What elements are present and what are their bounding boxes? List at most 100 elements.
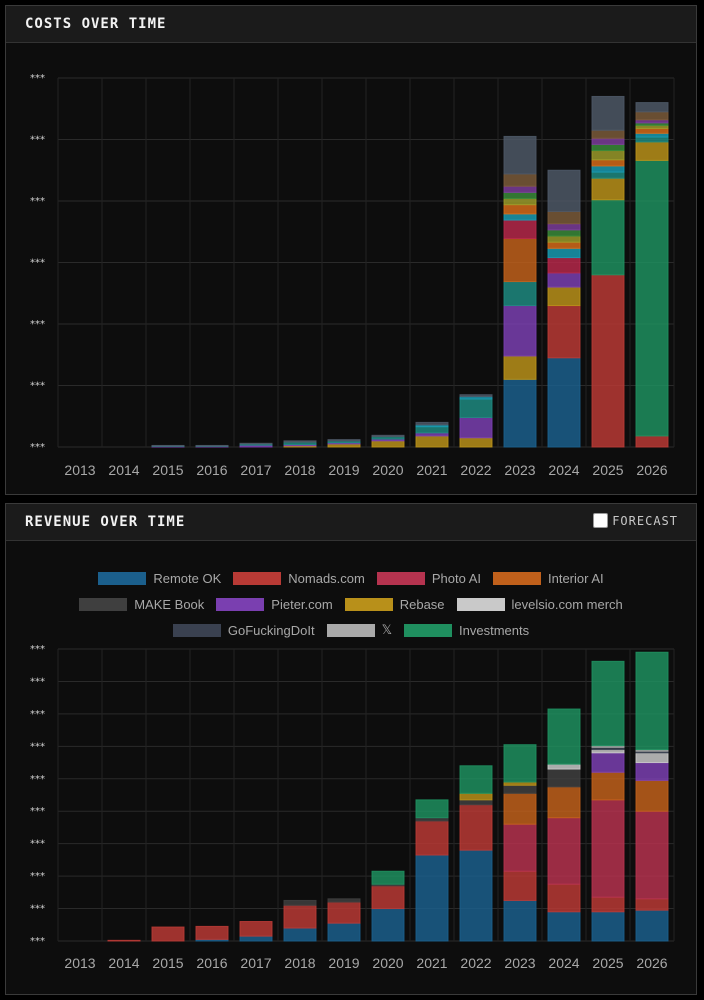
bar-segment[interactable]	[239, 921, 273, 937]
bar-segment[interactable]	[415, 799, 449, 819]
bar-segment[interactable]	[503, 870, 537, 901]
bar-segment[interactable]	[371, 870, 405, 885]
bar-segment[interactable]	[591, 660, 625, 747]
legend-item[interactable]: Pieter.com	[216, 597, 333, 612]
bar-segment[interactable]	[591, 129, 625, 139]
legend-item[interactable]: GoFuckingDoIt	[172, 623, 315, 638]
bar-segment[interactable]	[503, 238, 537, 283]
bar-segment[interactable]	[503, 355, 537, 380]
bar-segment[interactable]	[503, 792, 537, 825]
bar-segment[interactable]	[547, 763, 581, 770]
bar-segment[interactable]	[547, 786, 581, 819]
bar-segment[interactable]	[591, 143, 625, 152]
bar-segment[interactable]	[547, 257, 581, 274]
bar-segment[interactable]	[591, 177, 625, 201]
bar-segment[interactable]	[547, 286, 581, 307]
bar-segment[interactable]	[591, 799, 625, 898]
bar-segment[interactable]	[591, 95, 625, 131]
bar-segment[interactable]	[371, 434, 405, 438]
bar-segment[interactable]	[547, 210, 581, 225]
bar-segment[interactable]	[151, 444, 185, 447]
bar-segment[interactable]	[459, 416, 493, 439]
legend-item[interactable]: 𝕏	[326, 622, 392, 638]
bar-segment[interactable]	[547, 235, 581, 243]
bar-segment[interactable]	[547, 169, 581, 212]
bar-segment[interactable]	[547, 911, 581, 942]
bar-segment[interactable]	[547, 817, 581, 885]
bar-segment[interactable]	[635, 810, 669, 900]
bar-segment[interactable]	[503, 185, 537, 193]
bar-segment[interactable]	[503, 744, 537, 783]
bar-segment[interactable]	[635, 762, 669, 781]
bar-segment[interactable]	[503, 899, 537, 942]
bar-segment[interactable]	[635, 779, 669, 812]
bar-segment[interactable]	[635, 752, 669, 764]
bar-segment[interactable]	[151, 926, 185, 942]
bar-segment[interactable]	[415, 820, 449, 856]
bar-segment[interactable]	[503, 784, 537, 794]
bar-segment[interactable]	[415, 435, 449, 448]
bar-segment[interactable]	[591, 911, 625, 942]
bar-segment[interactable]	[371, 908, 405, 942]
bar-segment[interactable]	[503, 204, 537, 215]
bar-segment[interactable]	[591, 150, 625, 161]
bar-segment[interactable]	[459, 849, 493, 942]
bar-segment[interactable]	[591, 159, 625, 167]
bar-segment[interactable]	[371, 885, 405, 910]
bar-segment[interactable]	[591, 165, 625, 173]
bar-segment[interactable]	[503, 281, 537, 307]
bar-segment[interactable]	[371, 440, 405, 448]
bar-segment[interactable]	[239, 935, 273, 942]
bar-segment[interactable]	[459, 804, 493, 851]
forecast-toggle[interactable]: FORECAST	[593, 513, 678, 528]
bar-segment[interactable]	[327, 901, 361, 924]
bar-segment[interactable]	[591, 274, 625, 448]
bar-segment[interactable]	[547, 247, 581, 259]
bar-segment[interactable]	[547, 768, 581, 788]
bar-segment[interactable]	[591, 771, 625, 801]
bar-segment[interactable]	[635, 159, 669, 437]
bar-segment[interactable]	[503, 191, 537, 200]
bar-segment[interactable]	[503, 135, 537, 175]
bar-segment[interactable]	[503, 823, 537, 872]
bar-segment[interactable]	[327, 439, 361, 442]
bar-segment[interactable]	[107, 939, 141, 942]
forecast-checkbox[interactable]	[593, 513, 609, 528]
bar-segment[interactable]	[415, 421, 449, 426]
bar-segment[interactable]	[547, 357, 581, 448]
bar-segment[interactable]	[635, 111, 669, 121]
bar-segment[interactable]	[415, 854, 449, 942]
bar-segment[interactable]	[547, 272, 581, 288]
bar-segment[interactable]	[591, 199, 625, 276]
legend-item[interactable]: MAKE Book	[79, 597, 204, 612]
bar-segment[interactable]	[635, 909, 669, 942]
bar-segment[interactable]	[635, 898, 669, 911]
bar-segment[interactable]	[283, 440, 317, 443]
legend-item[interactable]: Investments	[404, 623, 529, 638]
bar-segment[interactable]	[635, 651, 669, 751]
bar-segment[interactable]	[195, 444, 229, 447]
bar-segment[interactable]	[459, 792, 493, 801]
bar-segment[interactable]	[195, 925, 229, 940]
bar-segment[interactable]	[283, 899, 317, 906]
bar-segment[interactable]	[547, 708, 581, 765]
bar-segment[interactable]	[415, 426, 449, 434]
bar-segment[interactable]	[591, 896, 625, 913]
bar-segment[interactable]	[239, 442, 273, 445]
bar-segment[interactable]	[635, 435, 669, 448]
legend-item[interactable]: Nomads.com	[233, 571, 365, 586]
bar-segment[interactable]	[503, 219, 537, 240]
legend-item[interactable]: Interior AI	[493, 571, 604, 586]
legend-item[interactable]: levelsio.com merch	[456, 597, 623, 612]
bar-segment[interactable]	[591, 171, 625, 179]
bar-segment[interactable]	[503, 213, 537, 221]
bar-segment[interactable]	[635, 141, 669, 161]
bar-segment[interactable]	[327, 898, 361, 903]
bar-segment[interactable]	[503, 198, 537, 206]
bar-segment[interactable]	[459, 765, 493, 794]
bar-segment[interactable]	[327, 922, 361, 942]
bar-segment[interactable]	[547, 305, 581, 359]
bar-segment[interactable]	[635, 102, 669, 113]
bar-segment[interactable]	[547, 241, 581, 249]
bar-segment[interactable]	[547, 229, 581, 237]
